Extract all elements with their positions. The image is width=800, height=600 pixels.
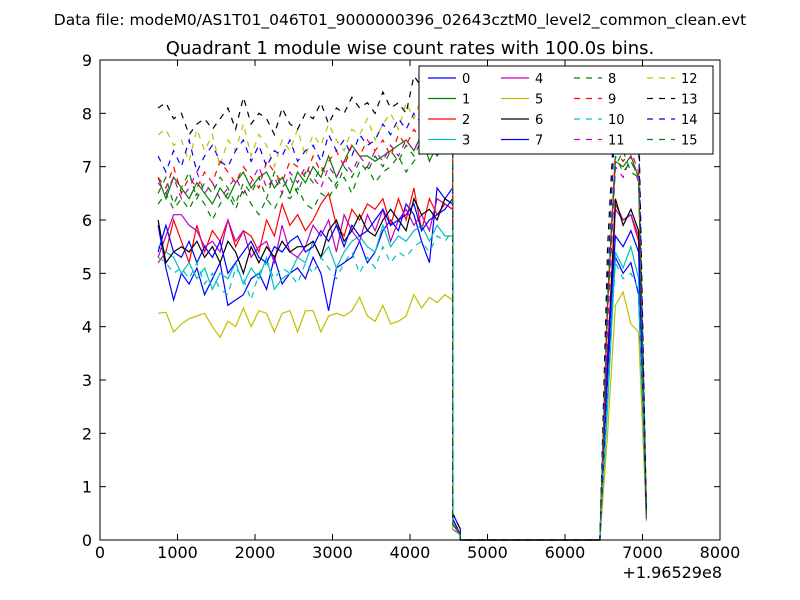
legend-label-7: 7 xyxy=(535,134,543,149)
data-file-caption: Data file: modeM0/AS1T01_046T01_90000003… xyxy=(54,11,746,30)
y-tick-label: 4 xyxy=(82,318,92,337)
y-tick-label: 3 xyxy=(82,371,92,390)
series-line-10 xyxy=(157,228,647,541)
chart-title: Quadrant 1 module wise count rates with … xyxy=(166,38,655,59)
legend-label-11: 11 xyxy=(608,134,625,149)
x-tick-label: 4000 xyxy=(390,543,431,562)
legend-label-8: 8 xyxy=(608,72,616,87)
legend-label-10: 10 xyxy=(608,113,625,128)
legend-label-0: 0 xyxy=(462,72,470,87)
legend-label-13: 13 xyxy=(681,93,698,108)
x-tick-label: 2000 xyxy=(235,543,276,562)
x-tick-label: 1000 xyxy=(157,543,198,562)
x-offset-label: +1.96529e8 xyxy=(622,563,722,582)
x-tick-label: 5000 xyxy=(467,543,508,562)
series-line-9 xyxy=(157,122,647,541)
x-tick-label: 7000 xyxy=(622,543,663,562)
legend-label-12: 12 xyxy=(681,72,698,87)
y-tick-label: 2 xyxy=(82,424,92,443)
legend-label-2: 2 xyxy=(462,113,470,128)
series-line-14 xyxy=(157,101,647,541)
legend-label-1: 1 xyxy=(462,93,470,108)
x-tick-label: 8000 xyxy=(700,543,741,562)
legend-label-5: 5 xyxy=(535,93,543,108)
y-tick-label: 6 xyxy=(82,211,92,230)
y-tick-label: 5 xyxy=(82,264,92,283)
legend-label-6: 6 xyxy=(535,113,543,128)
y-tick-label: 0 xyxy=(82,531,92,550)
legend-label-3: 3 xyxy=(462,134,470,149)
x-tick-label: 3000 xyxy=(312,543,353,562)
legend-label-14: 14 xyxy=(681,113,698,128)
x-tick-label: 6000 xyxy=(545,543,586,562)
y-tick-label: 7 xyxy=(82,158,92,177)
legend-label-4: 4 xyxy=(535,72,543,87)
series-line-12 xyxy=(157,85,647,541)
x-tick-label: 0 xyxy=(95,543,105,562)
y-tick-label: 1 xyxy=(82,478,92,497)
axis-ticks: 0 1000 2000 3000 4000 5000 6000 7000 80000123456… xyxy=(82,51,741,562)
y-tick-label: 9 xyxy=(82,51,92,70)
legend-label-15: 15 xyxy=(681,134,698,149)
y-tick-label: 8 xyxy=(82,104,92,123)
series-line-13 xyxy=(157,69,647,541)
legend-label-9: 9 xyxy=(608,93,616,108)
